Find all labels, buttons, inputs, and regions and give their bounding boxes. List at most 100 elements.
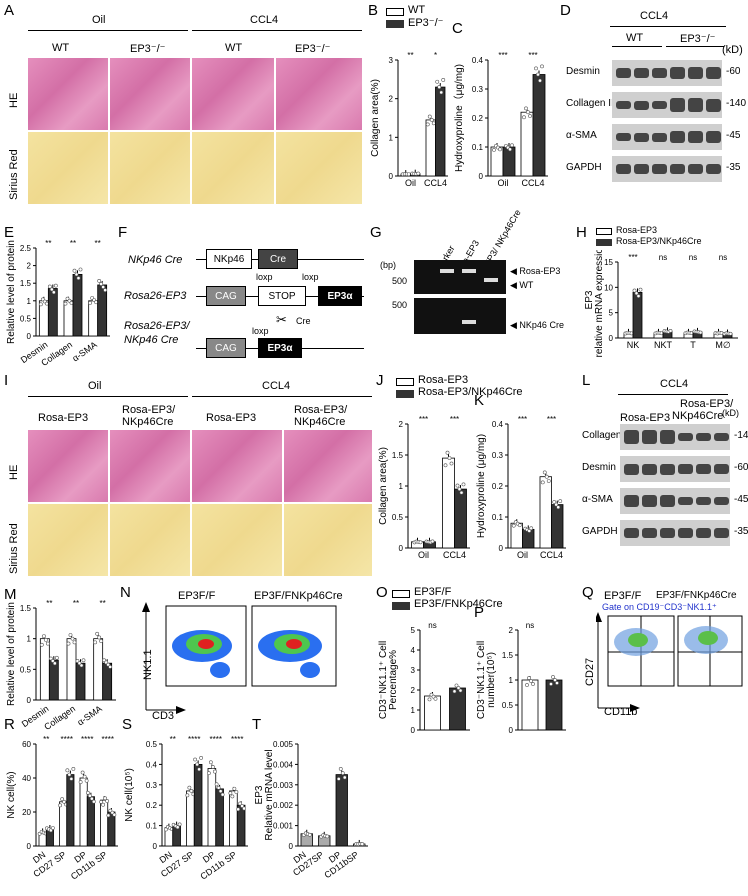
data-point xyxy=(517,523,522,528)
data-point xyxy=(439,90,444,95)
significance-label: *** xyxy=(528,51,537,60)
q-t1: EP3F/F xyxy=(604,590,642,602)
x-tick-label: EP3F/F xyxy=(432,739,433,740)
bar xyxy=(215,788,224,847)
l-c1: Rosa-EP3 xyxy=(620,412,671,424)
panel-label-l: L xyxy=(582,372,591,389)
f-nkp46-box: NKp46 xyxy=(206,249,252,269)
y-tick-label: 2.5 xyxy=(20,244,32,253)
bar xyxy=(424,695,441,731)
x-tick-label: NKT xyxy=(654,340,673,350)
blot-band xyxy=(634,132,649,142)
data-point xyxy=(93,640,98,645)
o-legend-1: EP3F/F xyxy=(414,586,452,598)
l-c2b: NKp46Cre xyxy=(672,410,724,422)
i-ccl4-line xyxy=(192,396,372,397)
significance-label: ** xyxy=(95,239,101,248)
data-point xyxy=(106,813,111,818)
data-point xyxy=(88,301,93,305)
y-tick-label: 0.004 xyxy=(273,760,294,769)
a-ko-1: EP3⁻/⁻ xyxy=(130,43,166,55)
data-point xyxy=(443,463,448,468)
y-tick-label: 0 xyxy=(399,544,404,553)
panel-label-q: Q xyxy=(582,584,594,601)
y-tick-label: 0.3 xyxy=(472,85,484,94)
y-tick-label: 1 xyxy=(27,635,32,644)
x-tick-label: Oil xyxy=(498,178,509,188)
blot-band xyxy=(660,528,675,538)
y-tick-label: 2 xyxy=(389,95,394,104)
f-ep3a-box-2: EP3α xyxy=(258,338,302,358)
y-tick-label: 1 xyxy=(509,676,514,685)
blot-band xyxy=(634,164,649,174)
x-tick-label: CCL4 xyxy=(424,178,447,188)
blot-band xyxy=(688,67,703,79)
data-point xyxy=(234,790,239,794)
data-point xyxy=(636,294,641,298)
blot-band xyxy=(660,495,675,507)
a-sr-image-3 xyxy=(192,132,274,204)
data-point xyxy=(54,655,59,660)
data-point xyxy=(71,766,76,771)
panel-label-d: D xyxy=(560,2,571,19)
blot-size-label: -60 xyxy=(734,462,748,473)
f-l3b: NKp46 Cre xyxy=(124,334,179,346)
significance-label: ** xyxy=(73,599,79,608)
bar xyxy=(48,659,59,701)
bar xyxy=(86,796,95,847)
y-tick-label: 0.002 xyxy=(273,801,294,810)
data-point xyxy=(214,782,219,787)
data-point xyxy=(558,499,563,504)
data-point xyxy=(99,282,104,286)
i-he-image-4 xyxy=(284,430,372,502)
o-legend-swatch-2 xyxy=(392,602,410,610)
bar xyxy=(229,790,238,847)
n-t1: EP3F/F xyxy=(178,590,216,602)
data-point xyxy=(427,114,432,119)
y-tick-label: 0.3 xyxy=(492,451,504,460)
data-point xyxy=(199,755,204,760)
data-point xyxy=(540,480,545,485)
panel-label-a: A xyxy=(4,2,15,19)
significance-label: *** xyxy=(628,253,637,262)
chart-o: 0 1 2 3 4 5 EP3F/F EP3F/FNKp46Cre ns CD3⁻NK1.1⁺ C… xyxy=(378,621,470,740)
panel-label-t: T xyxy=(252,716,262,733)
data-point xyxy=(212,769,217,774)
a-he-image-1 xyxy=(28,58,108,130)
chart-p: 0 0.5 1 1.5 2 EP3F/F EP3F/FNKp46Cre ns CD3⁻NK1.1… xyxy=(476,621,566,740)
a-sr-image-4 xyxy=(276,132,362,204)
x-tick-label: M∅ xyxy=(715,340,730,350)
blot-row-label: Collagen III xyxy=(566,98,617,109)
data-point xyxy=(508,147,512,152)
data-point xyxy=(638,287,643,292)
data-point xyxy=(427,697,432,702)
data-point xyxy=(554,502,559,507)
blot-band xyxy=(688,131,703,143)
data-point xyxy=(455,483,460,488)
significance-label: *** xyxy=(498,51,507,60)
data-point xyxy=(74,272,79,277)
significance-label: *** xyxy=(450,415,459,424)
x-tick-label: CCL4 xyxy=(540,550,563,560)
data-point xyxy=(58,803,63,808)
bar xyxy=(59,801,68,847)
g-gel-1 xyxy=(414,260,506,294)
blot-row-label: Collagen III xyxy=(582,430,633,441)
data-point xyxy=(526,110,530,115)
bar xyxy=(88,300,99,337)
blot-band xyxy=(688,98,703,112)
blot-band xyxy=(706,164,721,174)
data-point xyxy=(449,461,454,466)
data-point xyxy=(360,842,365,846)
d-wt: WT xyxy=(626,32,644,44)
blot-band xyxy=(634,68,649,78)
data-point xyxy=(103,288,108,292)
y-tick-label: 0.1 xyxy=(146,822,158,831)
blot-band xyxy=(634,100,649,110)
data-point xyxy=(50,826,55,830)
data-point xyxy=(208,760,213,765)
data-point xyxy=(429,118,434,122)
data-point xyxy=(97,278,102,283)
y-axis-label: Collagen area(%) xyxy=(378,447,389,525)
